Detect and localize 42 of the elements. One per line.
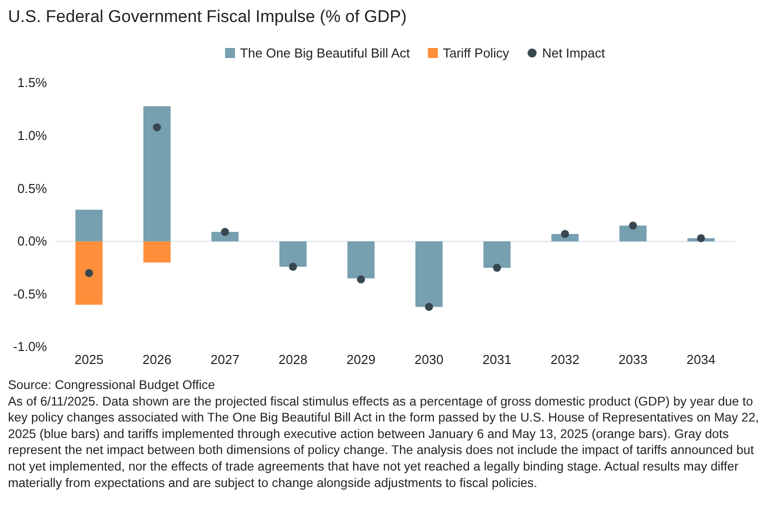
y-tick-label: 0.0% (17, 234, 48, 249)
legend-label: The One Big Beautiful Bill Act (240, 46, 410, 60)
x-tick-label: 2026 (142, 352, 172, 368)
bar (143, 241, 171, 263)
text: As of 6/11/2025. Data shown are the projected fiscal stimulus effects as a percentage of gross domestic product (GDP) by year due to key policy changes associated with The One Big Beautiful Bill Act in the form passed by the U.S. House of Representatives on May 22, 2025 (blue bars) and tariffs implemented through executive action between January 6 and May 13, 2025 (orange bars). Gray dots represent the net impact between both dimensions of policy change. The analysis does not include the impact of tariffs announced but not yet implemented, nor the effects of trade agreements that have not yet reached a legally binding stage. Actual results may differ materially from expectations and are subject to change alongside adjustments to fiscal policies. (8, 394, 759, 490)
y-tick-label: 1.0% (17, 128, 48, 143)
bar (483, 241, 511, 268)
x-tick-label: 2027 (210, 352, 240, 368)
x-tick-label: 2025 (74, 352, 104, 368)
y-tick-label: 0.5% (17, 180, 48, 196)
x-tick-label: 2034 (686, 352, 716, 368)
point (153, 123, 161, 132)
bar (211, 232, 239, 242)
point (561, 230, 569, 238)
y-tick-label: 1.5% (17, 75, 48, 90)
x-tick-label: 2028 (278, 352, 308, 368)
point (493, 264, 501, 272)
bar (415, 241, 443, 307)
legend-label: Net Impact (542, 46, 606, 60)
chart-title: U.S. Federal Government Fiscal Impulse (% of GDP) (8, 7, 407, 26)
point (697, 234, 705, 242)
x-tick-label: 2030 (414, 352, 444, 368)
point (85, 269, 93, 278)
bar (75, 210, 103, 242)
y-tick-label: -1.0% (13, 339, 48, 354)
legend-label: Tariff Policy (442, 46, 510, 60)
point (221, 228, 229, 236)
point (425, 302, 433, 311)
source-note: Source: Congressional Budget Office (8, 378, 215, 392)
y-tick-label: -0.5% (13, 286, 48, 302)
point (289, 262, 297, 271)
bar (143, 106, 171, 242)
x-tick-label: 2029 (346, 352, 376, 368)
x-tick-label: 2031 (482, 352, 512, 368)
x-tick-label: 2033 (618, 352, 648, 368)
bar (75, 241, 103, 305)
bar (279, 241, 307, 267)
bar (347, 241, 375, 278)
point (357, 275, 365, 284)
point (629, 222, 637, 230)
bar (619, 226, 647, 242)
x-tick-label: 2032 (550, 352, 580, 368)
